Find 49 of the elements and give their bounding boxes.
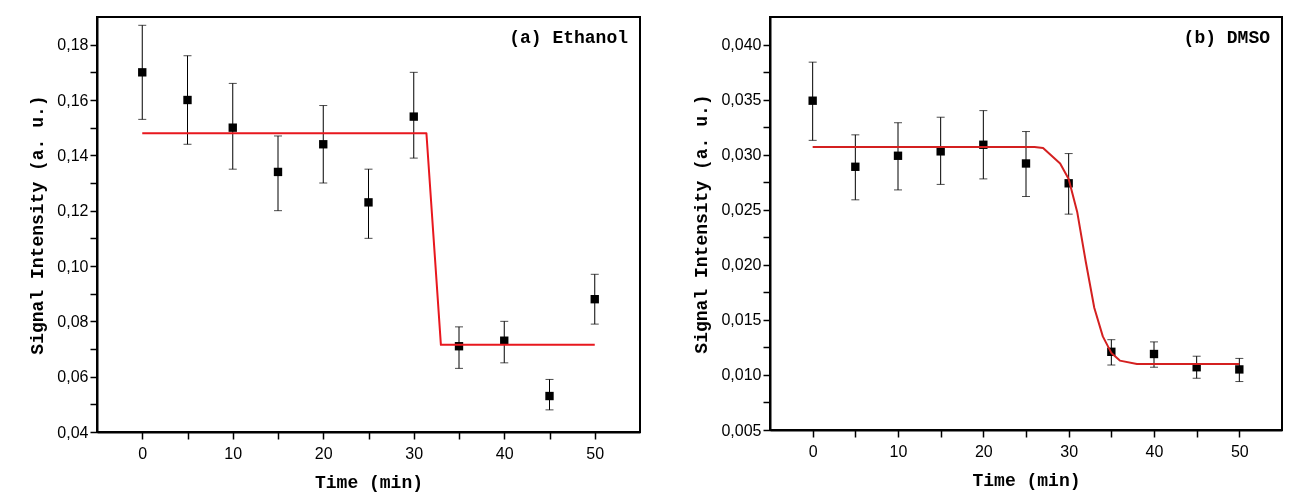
y-tick-label: 0,12 bbox=[57, 202, 89, 220]
x-axis-title: Time (min) bbox=[314, 472, 424, 493]
point bbox=[228, 123, 237, 132]
y-tick-label: 0,08 bbox=[57, 312, 89, 330]
point bbox=[364, 198, 373, 207]
x-tick-label: 0 bbox=[138, 444, 148, 462]
y-tick-label: 0,10 bbox=[57, 257, 89, 275]
x-tick-label: 20 bbox=[314, 444, 333, 462]
x-tick-label: 40 bbox=[1145, 442, 1164, 460]
point bbox=[183, 95, 192, 105]
x-axis-title: Time (min) bbox=[972, 470, 1081, 491]
x-tick-label: 40 bbox=[495, 444, 514, 462]
x-tick-label: 10 bbox=[224, 444, 243, 462]
y-tick-label: 0,025 bbox=[721, 201, 762, 219]
x-tick-label: 10 bbox=[889, 442, 908, 460]
point bbox=[893, 151, 903, 160]
y-tick-label: 0,010 bbox=[721, 366, 762, 384]
x-tick-label: 50 bbox=[586, 444, 605, 462]
x-tick-label: 0 bbox=[808, 442, 818, 460]
point bbox=[319, 140, 328, 149]
x-tick-label: 30 bbox=[1060, 442, 1079, 460]
y-tick-label: 0,035 bbox=[721, 91, 762, 109]
y-tick-label: 0,04 bbox=[57, 423, 89, 441]
point bbox=[138, 68, 147, 77]
y-axis-title: Signal Intensity (a. u.) bbox=[28, 95, 49, 355]
x-tick-label: 50 bbox=[1230, 442, 1249, 460]
x-tick-label: 20 bbox=[974, 442, 993, 460]
y-tick-label: 0,18 bbox=[57, 36, 89, 54]
y-axis-title: Signal Intensity (a. u.) bbox=[692, 94, 713, 354]
point bbox=[851, 162, 860, 171]
point bbox=[273, 167, 283, 177]
point bbox=[1021, 159, 1031, 168]
y-tick-label: 0,14 bbox=[57, 146, 89, 164]
y-tick-label: 0,16 bbox=[57, 91, 89, 109]
y-tick-label: 0,005 bbox=[721, 421, 762, 439]
point bbox=[590, 295, 599, 304]
y-tick-label: 0,06 bbox=[57, 368, 89, 386]
annotation: (a) Ethanol bbox=[509, 28, 629, 48]
point bbox=[1235, 365, 1244, 374]
point bbox=[1149, 349, 1159, 359]
y-tick-label: 0,020 bbox=[721, 256, 762, 274]
point bbox=[409, 112, 418, 121]
annotation: (b) DMSO bbox=[1183, 28, 1271, 48]
point bbox=[545, 391, 554, 401]
y-tick-label: 0,030 bbox=[721, 146, 762, 164]
y-tick-label: 0,015 bbox=[721, 311, 762, 329]
x-tick-label: 30 bbox=[405, 444, 424, 462]
point bbox=[808, 96, 817, 105]
y-tick-label: 0,040 bbox=[721, 36, 762, 54]
